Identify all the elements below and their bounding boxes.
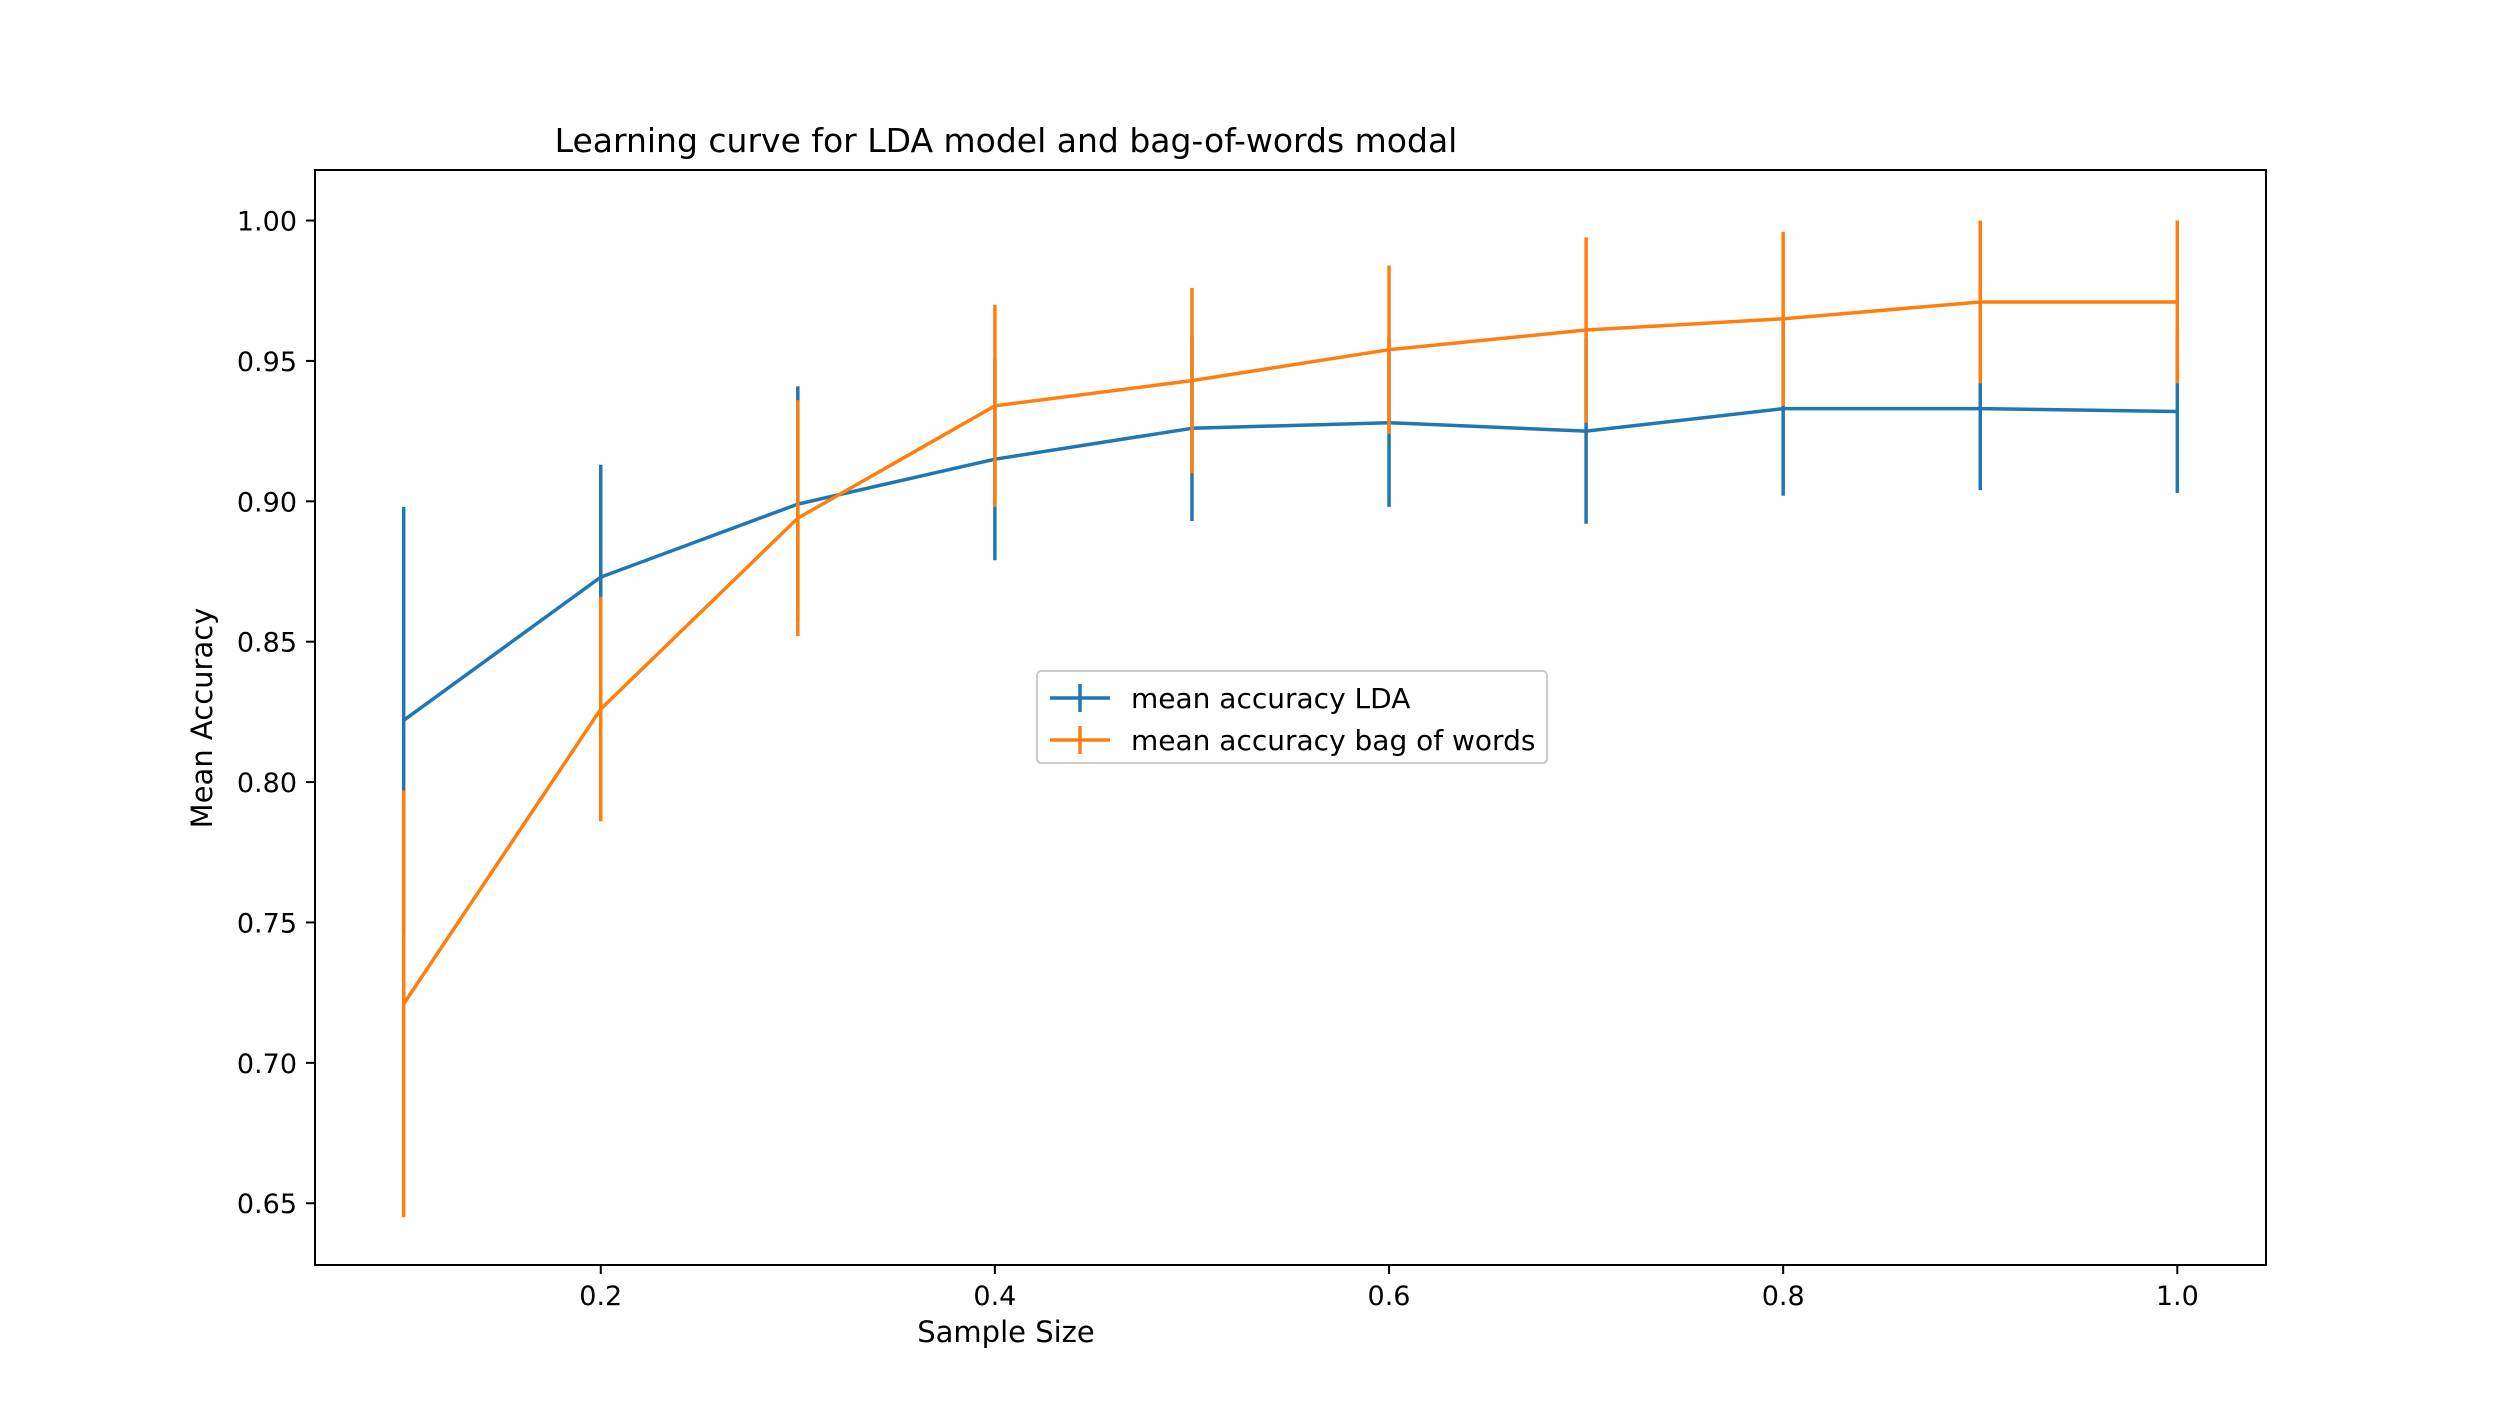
series-bag-of-words [401,220,2180,1218]
y-tick-label: 1.00 [237,207,297,238]
x-tick-label: 0.4 [973,1281,1016,1312]
y-tick-label: 0.85 [237,628,297,659]
legend-label-lda: mean accuracy LDA [1131,682,1410,715]
x-tick-label: 0.2 [579,1281,622,1312]
axes-frame [314,169,2267,1266]
y-tick-label: 0.65 [237,1189,297,1220]
plot-area: 0.2 0.4 0.6 0.8 1.0 0.65 0.70 0.75 0.80 0.85 0.90 0… [237,169,2267,1312]
legend: mean accuracy LDA mean accuracy bag of wo… [1036,670,1548,764]
chart-title: Learning curve for LDA model and bag-of-… [555,121,1458,160]
line-lda [402,406,2178,722]
y-tick-label: 0.75 [237,908,297,939]
y-tick-label: 0.70 [237,1049,297,1080]
x-tick-label: 1.0 [2156,1281,2199,1312]
x-tick-label: 0.8 [1762,1281,1805,1312]
line-bag-of-words [402,300,2178,1005]
y-tick-label: 0.95 [237,347,297,378]
series-lda [401,321,2180,934]
x-tick-label: 0.6 [1368,1281,1411,1312]
x-axis-label: Sample Size [917,1315,1094,1349]
y-axis-label: Mean Accuracy [185,608,219,829]
y-tick-label: 0.90 [237,487,297,518]
y-tick-label: 0.80 [237,768,297,799]
legend-label-bag-of-words: mean accuracy bag of words [1131,724,1535,757]
legend-box [1036,670,1548,764]
